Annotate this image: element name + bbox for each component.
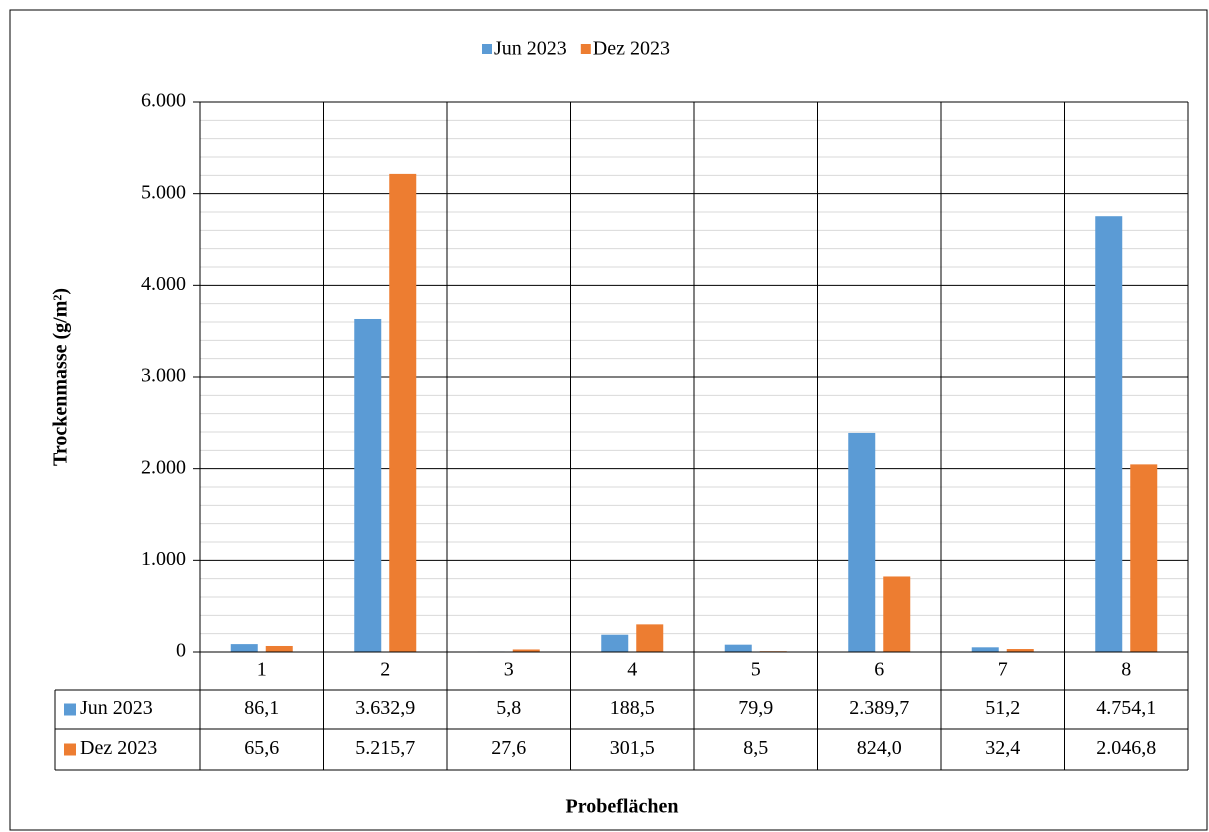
bar: [848, 432, 876, 652]
table-legend-key: [64, 743, 76, 756]
bar: [724, 644, 752, 652]
table-row-header: Dez 2023: [80, 737, 157, 759]
x-tick-label: 2: [380, 659, 390, 681]
x-tick-label: 3: [504, 659, 514, 681]
chart-border: [9, 9, 1208, 831]
x-tick-label: 8: [1121, 659, 1131, 681]
x-tick-label: 5: [751, 659, 761, 681]
table-cell: 824,0: [857, 737, 902, 759]
x-tick-label: 4: [627, 659, 637, 681]
x-axis-label: Probeflächen: [566, 796, 679, 818]
y-tick-label: 0: [176, 640, 186, 662]
table-cell: 301,5: [610, 737, 655, 759]
bar: [354, 318, 382, 652]
table-cell: 2.389,7: [849, 697, 909, 719]
table-cell: 188,5: [610, 697, 655, 719]
bar: [512, 649, 540, 652]
bar: [883, 576, 911, 652]
table-cell: 3.632,9: [355, 697, 415, 719]
x-tick-label: 1: [257, 659, 267, 681]
bar: [601, 634, 629, 652]
y-tick-label: 6.000: [141, 90, 186, 112]
table-cell: 2.046,8: [1096, 737, 1156, 759]
table-cell: 32,4: [985, 737, 1020, 759]
legend-key: [580, 44, 591, 54]
table-legend-key: [64, 703, 76, 716]
table-cell: 51,2: [985, 697, 1020, 719]
table-cell: 5.215,7: [355, 737, 415, 759]
legend-label: Dez 2023: [593, 38, 670, 60]
y-axis-label: Trockenmasse (g/m²): [50, 288, 72, 466]
table-cell: 8,5: [743, 737, 768, 759]
y-tick-label: 4.000: [141, 273, 186, 295]
bar: [1095, 216, 1123, 652]
table-cell: 79,9: [738, 697, 773, 719]
y-tick-label: 2.000: [141, 456, 186, 478]
table-cell: 4.754,1: [1096, 697, 1156, 719]
y-tick-label: 5.000: [141, 181, 186, 203]
bar: [230, 644, 258, 652]
y-tick-label: 1.000: [141, 548, 186, 570]
y-tick-label: 3.000: [141, 365, 186, 387]
bar: [636, 624, 664, 652]
legend-key: [482, 44, 492, 54]
bar: [265, 645, 293, 652]
table-cell: 5,8: [496, 697, 521, 719]
bar: [389, 173, 417, 652]
bar: [971, 647, 999, 652]
bar: [1130, 464, 1158, 652]
x-tick-label: 6: [874, 659, 884, 681]
x-tick-label: 7: [998, 659, 1008, 681]
bar: [1006, 649, 1034, 652]
legend-label: Jun 2023: [494, 38, 567, 60]
table-cell: 65,6: [244, 737, 279, 759]
table-cell: 27,6: [491, 737, 526, 759]
table-row-header: Jun 2023: [80, 697, 153, 719]
table-cell: 86,1: [244, 697, 279, 719]
